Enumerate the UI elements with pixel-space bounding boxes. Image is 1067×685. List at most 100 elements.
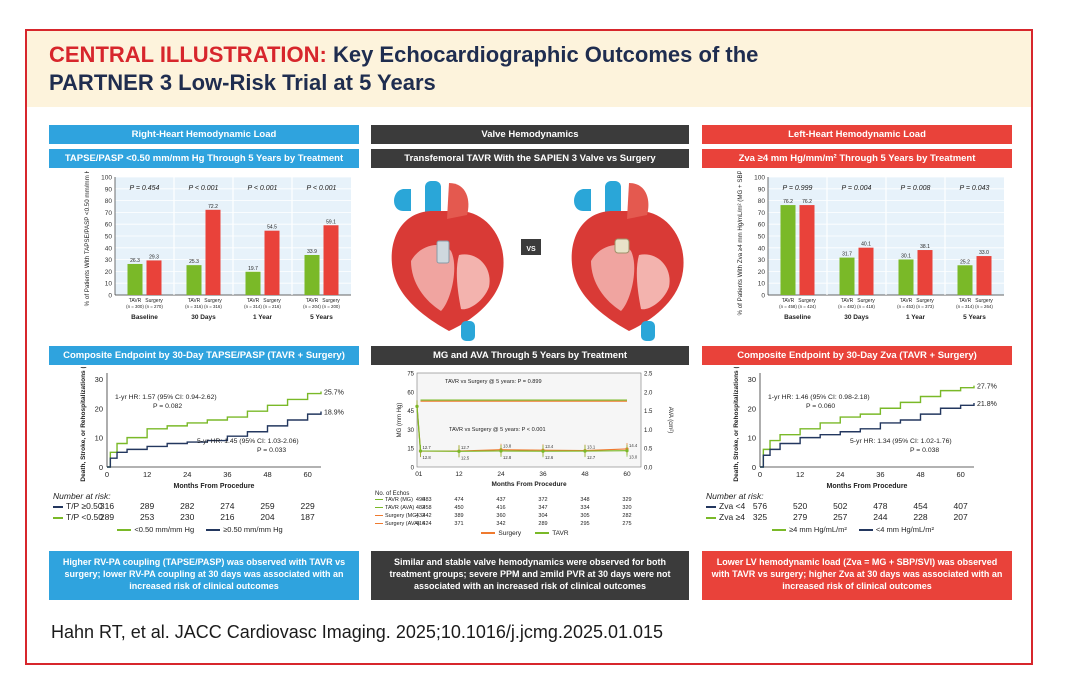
y-tick-label: 30 [748, 375, 756, 384]
ava-p-annotation: TAVR vs Surgery @ 5 years: P = 0.899 [445, 379, 542, 385]
y-tick-label: 0 [752, 463, 756, 472]
echo-row: TAVR (MG) 483 490 474 437 372 348 329 [375, 497, 689, 505]
group-label: Baseline [131, 314, 158, 321]
y-tick-label: 20 [105, 269, 113, 276]
echo-table-title: No. of Echos [375, 491, 410, 497]
point-value-label: 12.5 [461, 455, 470, 460]
echo-count-table: No. of Echos TAVR (MG) 483 490 474 437 372 348 3… [375, 491, 689, 537]
title-line-2: PARTNER 3 Low-Risk Trial at 5 Years [49, 70, 436, 95]
legend-item: Surgery [481, 530, 521, 537]
y-tick-label: 10 [95, 434, 103, 443]
y-tick-label: 40 [105, 245, 113, 252]
risk-count: 325 [752, 512, 768, 522]
zva-risk-table: Number at risk: Zva <4 576 520 502 478 454 407 Z… [706, 491, 1012, 534]
echo-count: 360 [496, 513, 506, 519]
x-tick-label: 12 [796, 470, 804, 479]
x-axis-title: Months From Procedure [174, 483, 255, 490]
point-value-label: 12.8 [503, 455, 512, 460]
right-composite-header: Composite Endpoint by 30-Day Zva (TAVR +… [702, 346, 1012, 365]
legend-item: <0.50 mm/mm Hg [117, 525, 194, 534]
bar-value-label: 76.2 [783, 199, 793, 205]
y-tick-label: 30 [95, 375, 103, 384]
echo-count: 275 [622, 521, 632, 527]
echo-count: 342 [496, 521, 506, 527]
bar-value-label: 54.5 [267, 225, 277, 231]
bar [898, 259, 914, 295]
vs-label: VS [526, 246, 536, 253]
p-value: P = 0.008 [901, 185, 931, 192]
echo-count: 304 [538, 513, 548, 519]
point-value-label: 13.4 [545, 444, 554, 449]
data-point [418, 449, 423, 453]
right-panel-header: Left-Heart Hemodynamic Load [702, 125, 1012, 144]
bar-n-label: (n = 204) [303, 304, 321, 309]
echo-count: 458 [422, 505, 432, 511]
heart-surgery-icon [571, 181, 684, 341]
y-axis-title: MG (mm Hg) [397, 403, 403, 438]
bar-value-label: 59.1 [326, 219, 336, 225]
bar-n-label: (n = 453) [897, 304, 915, 309]
x-tick-label: 0 [105, 470, 109, 479]
km-curve [760, 402, 975, 468]
risk-count: 187 [300, 512, 315, 522]
bar-n-label: (n = 482) [838, 304, 856, 309]
bar-value-label: 31.7 [842, 252, 852, 258]
x-tick-label: 1 [419, 471, 423, 478]
km-legend: ≥4 mm Hg/mL/m² <4 mm Hg/mL/m² [706, 525, 1012, 534]
group-label: 30 Days [191, 314, 216, 321]
bar-category-label: Surgery [857, 298, 875, 304]
p-value: P < 0.001 [307, 185, 337, 192]
risk-count: 454 [913, 501, 928, 511]
risk-count: 244 [873, 512, 888, 522]
y-tick-label: 60 [105, 222, 113, 229]
bar-category-label: TAVR [900, 298, 913, 304]
risk-count: 274 [220, 501, 235, 511]
tapse-risk-table: Number at risk: T/P ≥0.50 316 289 282 274 259 2… [53, 491, 359, 534]
citation: Hahn RT, et al. JACC Cardiovasc Imaging.… [51, 622, 664, 642]
title-prefix: CENTRAL ILLUSTRATION: [49, 42, 327, 67]
echo-count: 320 [622, 505, 632, 511]
echo-count: 389 [454, 513, 464, 519]
middle-panel-header: Valve Hemodynamics [371, 125, 689, 144]
bar [304, 254, 320, 295]
bar-value-label: 72.2 [208, 204, 218, 210]
y-tick-label: 90 [758, 186, 766, 193]
y-tick-label: 40 [758, 245, 766, 252]
echo-count: 424 [422, 521, 432, 527]
risk-count: 289 [140, 501, 155, 511]
risk-count: 407 [953, 501, 968, 511]
echo-count: 483 [422, 497, 432, 503]
bar-category-label: TAVR [306, 298, 319, 304]
bar-value-label: 30.1 [901, 253, 911, 259]
point-value-label: 12.7 [587, 455, 596, 460]
tapse-bar-chart: 0 10 20 30 40 50 60 70 80 90 100 % of Patients With… [84, 171, 351, 321]
echo-count: 437 [496, 497, 506, 503]
curve-end-label: 18.9% [324, 409, 344, 416]
point-value-label: 13.8 [503, 444, 512, 449]
bar [957, 265, 973, 295]
bar-value-label: 25.2 [960, 259, 970, 265]
hr-1yr-annotation: 1-yr HR: 1.57 (95% CI: 0.94-2.62) [115, 394, 217, 401]
x-tick-label: 60 [956, 470, 964, 479]
risk-row-label: T/P <0.50 [53, 512, 103, 522]
x-tick-label: 24 [497, 471, 505, 478]
x-tick-label: 0 [415, 471, 419, 478]
zva-bar-chart: 0 10 20 30 40 50 60 70 80 90 100 % of Patients With… [737, 171, 1004, 321]
x-tick-label: 36 [223, 470, 231, 479]
curve-end-label: 25.7% [324, 390, 344, 397]
risk-count: 478 [873, 501, 888, 511]
risk-count: 228 [913, 512, 928, 522]
y-tick-label: 80 [105, 198, 113, 205]
zva-km-chart: 0 10 20 30 0 12 24 36 48 60 Months From Procedure D… [733, 367, 997, 490]
p-value: P = 0.454 [130, 185, 160, 192]
group-label: 1 Year [253, 314, 273, 321]
bar [976, 256, 992, 295]
echo-row-label: TAVR (AVA) [375, 505, 414, 511]
bar-value-label: 29.3 [149, 254, 159, 260]
bar [799, 205, 815, 295]
p-value: P = 0.999 [783, 185, 813, 192]
risk-count: 207 [953, 512, 968, 522]
bar-value-label: 76.2 [802, 199, 812, 205]
bar-n-label: (n = 424) [798, 304, 816, 309]
risk-count: 282 [180, 501, 195, 511]
